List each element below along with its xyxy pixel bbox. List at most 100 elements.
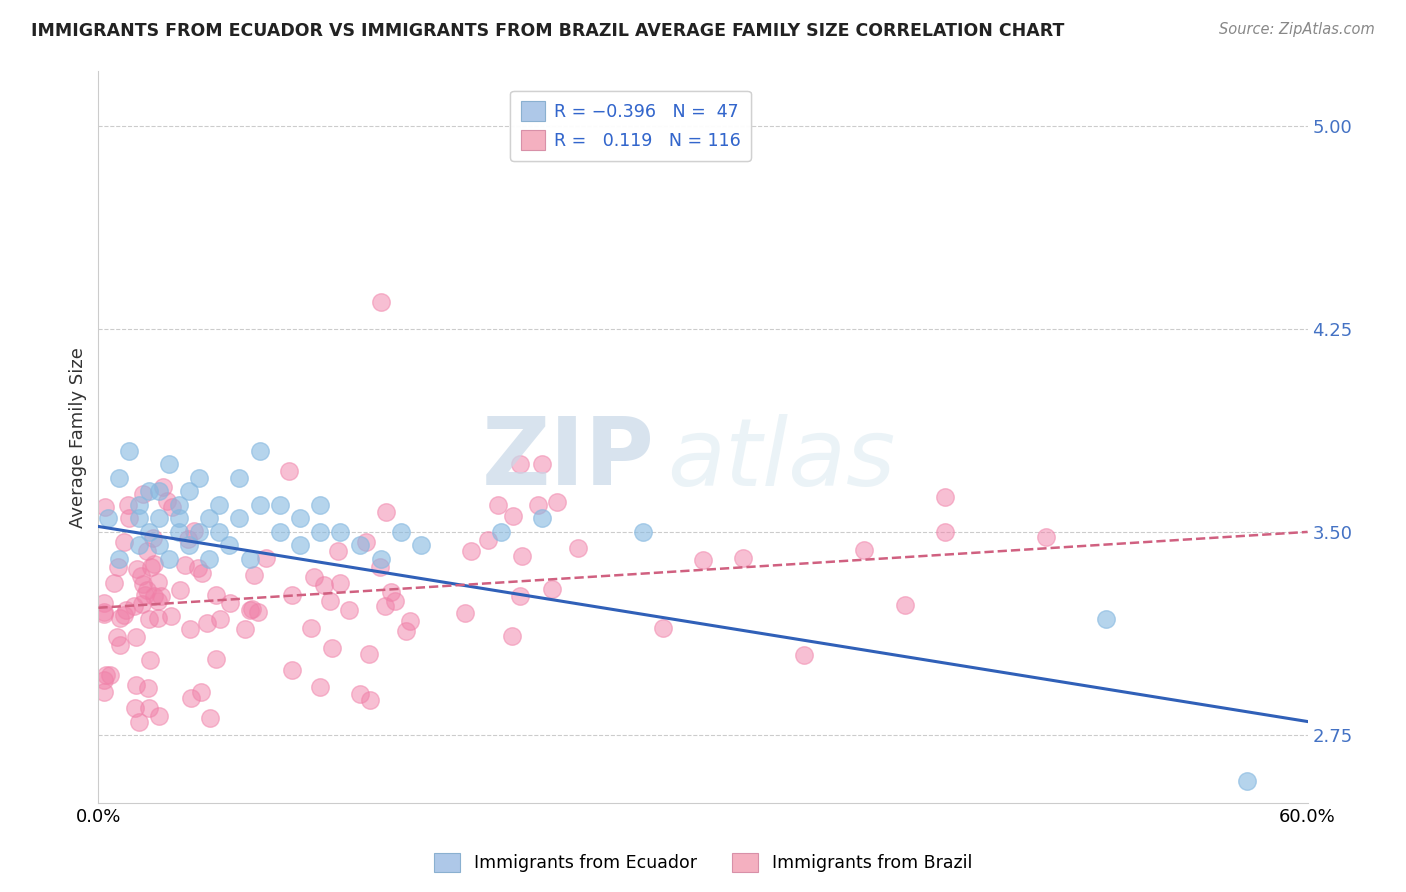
- Point: [269, 498, 291, 512]
- Point: [239, 552, 262, 566]
- Point: [1095, 611, 1118, 625]
- Legend: R = −0.396   N =  47, R =   0.119   N = 116: R = −0.396 N = 47, R = 0.119 N = 116: [510, 91, 751, 161]
- Point: [530, 511, 553, 525]
- Point: [368, 560, 391, 574]
- Point: [117, 499, 139, 513]
- Point: [125, 678, 148, 692]
- Point: [139, 560, 162, 574]
- Point: [146, 611, 169, 625]
- Point: [233, 622, 256, 636]
- Point: [321, 640, 343, 655]
- Point: [370, 552, 392, 566]
- Point: [357, 647, 380, 661]
- Point: [567, 541, 589, 555]
- Point: [138, 612, 160, 626]
- Point: [118, 443, 141, 458]
- Point: [107, 471, 129, 485]
- Text: Source: ZipAtlas.com: Source: ZipAtlas.com: [1219, 22, 1375, 37]
- Text: atlas: atlas: [666, 414, 896, 505]
- Point: [191, 566, 214, 580]
- Point: [384, 593, 406, 607]
- Point: [139, 653, 162, 667]
- Point: [180, 690, 202, 705]
- Point: [157, 457, 180, 471]
- Point: [134, 588, 156, 602]
- Point: [389, 524, 412, 539]
- Point: [159, 609, 181, 624]
- Point: [122, 599, 145, 614]
- Point: [312, 578, 335, 592]
- Point: [142, 532, 165, 546]
- Point: [218, 596, 240, 610]
- Point: [136, 544, 159, 558]
- Point: [98, 668, 121, 682]
- Point: [460, 544, 482, 558]
- Point: [107, 552, 129, 566]
- Point: [893, 599, 915, 613]
- Point: [278, 464, 301, 478]
- Point: [509, 457, 531, 471]
- Legend: Immigrants from Ecuador, Immigrants from Brazil: Immigrants from Ecuador, Immigrants from…: [427, 846, 979, 879]
- Point: [329, 524, 352, 539]
- Point: [1236, 774, 1258, 789]
- Point: [148, 484, 170, 499]
- Point: [208, 524, 231, 539]
- Point: [398, 614, 420, 628]
- Point: [374, 505, 396, 519]
- Point: [319, 594, 342, 608]
- Point: [112, 535, 135, 549]
- Point: [152, 480, 174, 494]
- Point: [93, 673, 115, 687]
- Point: [299, 621, 322, 635]
- Point: [107, 560, 129, 574]
- Point: [349, 688, 371, 702]
- Point: [179, 622, 201, 636]
- Point: [108, 611, 131, 625]
- Point: [148, 538, 170, 552]
- Point: [94, 500, 117, 514]
- Point: [118, 511, 141, 525]
- Point: [692, 553, 714, 567]
- Point: [188, 471, 211, 485]
- Point: [337, 603, 360, 617]
- Point: [309, 498, 332, 512]
- Point: [162, 500, 184, 514]
- Point: [195, 615, 218, 630]
- Point: [288, 511, 311, 525]
- Point: [546, 495, 568, 509]
- Point: [96, 667, 118, 681]
- Point: [309, 524, 332, 539]
- Point: [93, 596, 115, 610]
- Point: [269, 524, 291, 539]
- Y-axis label: Average Family Size: Average Family Size: [69, 347, 87, 527]
- Point: [114, 603, 136, 617]
- Point: [190, 685, 212, 699]
- Point: [541, 582, 564, 596]
- Text: IMMIGRANTS FROM ECUADOR VS IMMIGRANTS FROM BRAZIL AVERAGE FAMILY SIZE CORRELATIO: IMMIGRANTS FROM ECUADOR VS IMMIGRANTS FR…: [31, 22, 1064, 40]
- Point: [136, 681, 159, 695]
- Point: [254, 550, 277, 565]
- Point: [249, 443, 271, 458]
- Point: [409, 538, 432, 552]
- Point: [131, 569, 153, 583]
- Point: [326, 544, 349, 558]
- Point: [530, 457, 553, 471]
- Point: [143, 557, 166, 571]
- Point: [356, 535, 378, 549]
- Point: [281, 588, 304, 602]
- Point: [198, 511, 221, 525]
- Point: [103, 575, 125, 590]
- Point: [793, 648, 815, 663]
- Point: [527, 498, 550, 512]
- Point: [934, 524, 956, 539]
- Point: [209, 612, 232, 626]
- Point: [205, 652, 228, 666]
- Point: [510, 549, 533, 563]
- Point: [509, 589, 531, 603]
- Point: [218, 538, 240, 552]
- Point: [491, 524, 513, 539]
- Point: [93, 605, 115, 619]
- Point: [125, 562, 148, 576]
- Point: [138, 484, 160, 499]
- Point: [454, 606, 477, 620]
